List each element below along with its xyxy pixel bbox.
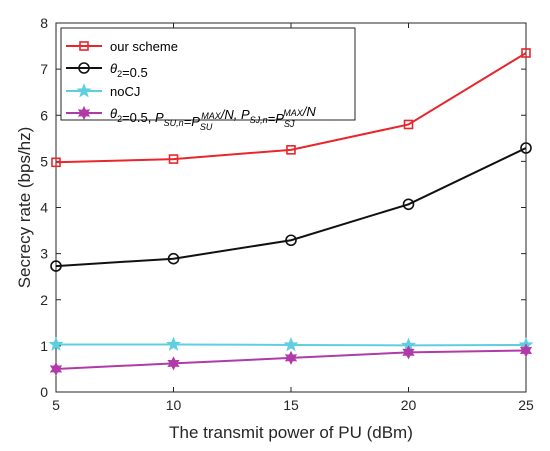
y-tick-label: 2 bbox=[40, 292, 48, 308]
data-point bbox=[166, 336, 181, 351]
series-3 bbox=[48, 336, 534, 352]
y-tick-label: 7 bbox=[40, 61, 48, 77]
axes: 5 10 15 20 25 0 1 2 3 4 5 6 7 8 bbox=[40, 15, 534, 413]
legend-text-part: =0.5, bbox=[122, 110, 155, 125]
data-point bbox=[521, 48, 531, 58]
data-point bbox=[402, 198, 415, 211]
data-point bbox=[50, 260, 62, 272]
data-point bbox=[168, 154, 179, 164]
legend-item: our scheme bbox=[66, 39, 178, 54]
data-point bbox=[283, 337, 299, 352]
x-tick-label: 5 bbox=[52, 397, 60, 413]
series-layer bbox=[48, 48, 534, 377]
y-tick-label: 1 bbox=[40, 338, 48, 354]
data-point bbox=[285, 234, 297, 247]
legend-label: noCJ bbox=[110, 84, 140, 99]
x-tick-label: 25 bbox=[518, 397, 534, 413]
legend-text-part: = bbox=[268, 111, 276, 126]
data-point bbox=[519, 343, 533, 358]
legend-subscript: SJ,n bbox=[250, 115, 268, 125]
legend-text-part: /N bbox=[302, 104, 317, 119]
legend-box bbox=[60, 27, 356, 121]
data-point bbox=[51, 157, 61, 168]
series-line bbox=[55, 147, 527, 268]
x-tick-label: 15 bbox=[283, 397, 299, 413]
legend-marker bbox=[77, 105, 91, 121]
series-1 bbox=[51, 48, 531, 168]
legend-subscript: SU bbox=[200, 122, 213, 132]
legend-text-part: P bbox=[155, 110, 164, 125]
legend-superscript: MAX bbox=[283, 108, 304, 118]
data-point bbox=[167, 252, 180, 265]
series-line bbox=[55, 52, 527, 164]
legend-text-part: P bbox=[275, 111, 284, 126]
data-point bbox=[167, 356, 180, 371]
x-tick-label: 10 bbox=[166, 397, 182, 413]
legend-text-part: θ bbox=[110, 61, 117, 76]
data-point bbox=[403, 119, 414, 130]
data-point bbox=[49, 361, 63, 377]
y-tick-label: 8 bbox=[40, 15, 48, 31]
legend-label: our scheme bbox=[110, 39, 178, 54]
y-axis-title: Secrecy rate (bps/hz) bbox=[15, 127, 34, 289]
legend-marker bbox=[76, 83, 92, 98]
series-4 bbox=[49, 343, 533, 377]
legend-subscript: 2 bbox=[117, 114, 122, 124]
y-tick-label: 6 bbox=[40, 107, 48, 123]
legend-text-part: /N, bbox=[220, 107, 241, 122]
legend-text-part: P bbox=[191, 114, 200, 129]
data-point bbox=[402, 345, 415, 360]
series-2 bbox=[50, 142, 532, 272]
legend-label: θ2=0.5, PSU,n=PSUMAX/N, PSJ,n=PSJMAX/N bbox=[110, 104, 316, 132]
legend-text-part: = bbox=[184, 114, 192, 129]
legend-subscript: 2 bbox=[117, 69, 122, 79]
x-axis-title: The transmit power of PU (dBm) bbox=[169, 423, 413, 442]
legend-text-part: =0.5 bbox=[122, 65, 148, 80]
legend-text-part: P bbox=[241, 107, 250, 122]
legend-superscript: MAX bbox=[201, 111, 222, 121]
legend-item: θ2=0.5 bbox=[66, 61, 148, 80]
legend-marker bbox=[79, 41, 89, 51]
legend-text-part: θ bbox=[110, 106, 117, 121]
y-tick-label: 4 bbox=[40, 200, 48, 216]
data-point bbox=[520, 142, 532, 154]
legend-marker bbox=[78, 62, 90, 74]
legend-subscript: SJ bbox=[284, 119, 295, 129]
y-tick-label: 0 bbox=[40, 384, 48, 400]
data-point bbox=[48, 336, 64, 351]
legend-item: noCJ bbox=[66, 83, 140, 99]
y-tick-label: 5 bbox=[40, 153, 48, 169]
legend-item: θ2=0.5, PSU,n=PSUMAX/N, PSJ,n=PSJMAX/N bbox=[66, 104, 316, 132]
x-tick-label: 20 bbox=[401, 397, 417, 413]
data-point bbox=[286, 145, 296, 155]
legend-label: θ2=0.5 bbox=[110, 61, 148, 80]
legend-subscript: SU,n bbox=[164, 118, 184, 128]
data-point bbox=[284, 350, 298, 365]
y-tick-label: 3 bbox=[40, 246, 48, 262]
